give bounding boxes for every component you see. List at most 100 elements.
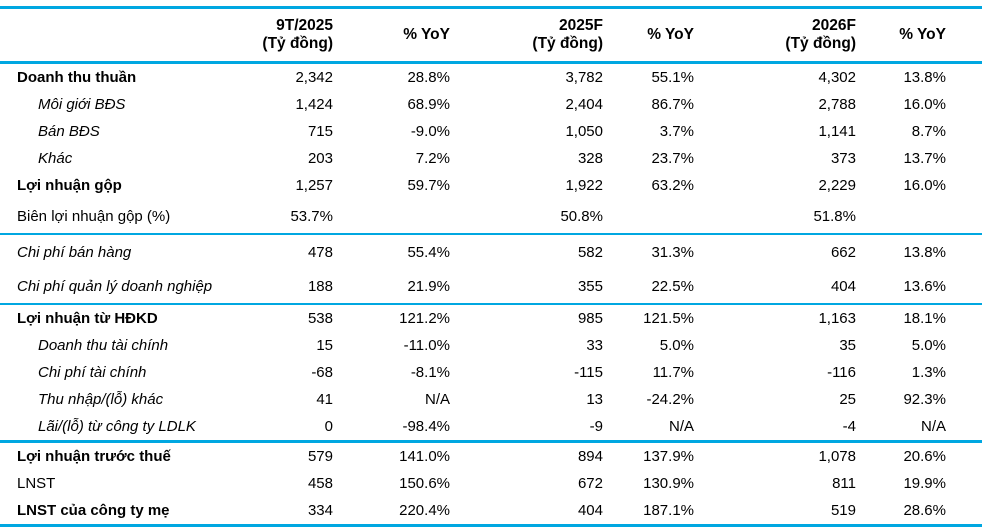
row-label: Chi phí quản lý doanh nghiệp [17,277,213,295]
cell-yoy-1: 121.2% [399,310,450,327]
row-label: Thu nhập/(lỗ) khác [38,391,164,408]
cell-9t2025-value: 188 [307,277,333,295]
cell-2026f-value: 51.8% [813,207,856,225]
table-row: LNST 458 150.6% 672 130.9% 811 19.9% [0,470,982,497]
cell-2026f-value: 1,163 [818,310,856,327]
cell-9t2025-value: 41 [316,391,333,408]
cell-9t2025-value: 203 [307,150,333,167]
cell-yoy-1: 21.9% [407,277,450,295]
cell-yoy-1: 150.6% [399,475,450,492]
col-header-blank [0,8,240,63]
cell-2026f-value: 519 [830,502,856,519]
cell-yoy-3: 1.3% [911,364,946,381]
cell-yoy-3: 13.8% [903,243,946,261]
cell-yoy-2: 86.7% [651,96,694,113]
cell-2025f-value: 1,922 [565,177,603,194]
cell-yoy-1: 55.4% [407,243,450,261]
table-row: Lợi nhuận từ HĐKD 538 121.2% 985 121.5% … [0,304,982,332]
cell-2026f-value: 35 [839,337,856,354]
table-row: Lợi nhuận trước thuế 579 141.0% 894 137.… [0,441,982,471]
cell-yoy-3: 13.7% [903,150,946,167]
financial-forecast-table: 9T/2025 (Tỷ đồng) % YoY 2025F (Tỷ đồng) … [0,6,982,527]
cell-9t2025-value: 538 [307,310,333,327]
cell-yoy-2: 187.1% [643,502,694,519]
cell-yoy-2: 23.7% [651,150,694,167]
cell-yoy-3 [856,199,982,234]
row-label: Lợi nhuận trước thuế [17,448,171,465]
cell-yoy-1: 220.4% [399,502,450,519]
cell-yoy-2: 3.7% [659,123,694,140]
cell-2025f-value: -9 [589,418,603,435]
cell-2025f-value: 50.8% [560,207,603,225]
row-label: Biên lợi nhuận gộp (%) [17,207,171,225]
table-body: Doanh thu thuần 2,342 28.8% 3,782 55.1% … [0,63,982,526]
row-label: Bán BĐS [38,123,100,140]
col-header-yoy-1: % YoY [403,25,450,43]
row-label: Chi phí bán hàng [17,243,132,261]
cell-yoy-1: 141.0% [399,448,450,465]
cell-yoy-2 [603,199,694,234]
cell-yoy-2: 121.5% [643,310,694,327]
cell-9t2025-value: 334 [307,502,333,519]
cell-yoy-2: -24.2% [646,391,694,408]
row-label: Doanh thu tài chính [38,337,169,354]
cell-yoy-3: 92.3% [903,391,946,408]
table-row: Lãi/(lỗ) từ công ty LDLK 0 -98.4% -9 N/A… [0,413,982,442]
cell-yoy-3: 8.7% [911,123,946,140]
cell-yoy-2: 31.3% [651,243,694,261]
cell-yoy-3: 5.0% [911,337,946,354]
cell-yoy-3: 28.6% [903,502,946,519]
cell-yoy-2: 22.5% [651,277,694,295]
cell-2026f-value: 811 [832,475,856,492]
cell-2026f-value: 2,788 [818,96,856,113]
table-row: Chi phí bán hàng 478 55.4% 582 31.3% 662… [0,234,982,269]
cell-9t2025-value: 53.7% [290,207,333,225]
row-label: Khác [38,150,73,167]
row-label: Lãi/(lỗ) từ công ty LDLK [38,418,196,435]
cell-2025f-value: 894 [577,448,603,465]
table-row: Bán BĐS 715 -9.0% 1,050 3.7% 1,141 8.7% [0,118,982,145]
cell-2026f-value: -4 [842,418,856,435]
col-header-yoy-3: % YoY [899,25,946,43]
table-row: Lợi nhuận gộp 1,257 59.7% 1,922 63.2% 2,… [0,172,982,199]
cell-2025f-value: 328 [577,150,603,167]
cell-9t2025-value: 715 [307,123,333,140]
cell-2025f-value: 3,782 [565,69,603,86]
cell-2025f-value: 33 [586,337,603,354]
cell-2025f-value: 355 [577,277,603,295]
cell-yoy-3: 13.6% [903,277,946,295]
table-row: Biên lợi nhuận gộp (%) 53.7% 50.8% 51.8% [0,199,982,234]
cell-yoy-3: 19.9% [903,475,946,492]
cell-yoy-2: 137.9% [643,448,694,465]
table-row: LNST của công ty mẹ 334 220.4% 404 187.1… [0,497,982,526]
cell-2025f-value: -115 [574,364,603,381]
cell-yoy-2: 5.0% [659,337,694,354]
cell-yoy-3: N/A [920,418,946,435]
cell-2025f-value: 13 [586,391,603,408]
table-row: Thu nhập/(lỗ) khác 41 N/A 13 -24.2% 25 9… [0,386,982,413]
period-unit: (Tỷ đồng) [532,35,603,52]
cell-yoy-3: 16.0% [903,96,946,113]
table-header: 9T/2025 (Tỷ đồng) % YoY 2025F (Tỷ đồng) … [0,8,982,63]
cell-yoy-2: 130.9% [643,475,694,492]
cell-2026f-value: 373 [830,150,856,167]
cell-9t2025-value: 478 [307,243,333,261]
cell-2025f-value: 672 [577,475,603,492]
period-title: 2025F [559,16,603,34]
cell-yoy-3: 16.0% [903,177,946,194]
cell-2026f-value: 25 [839,391,856,408]
table-row: Doanh thu tài chính 15 -11.0% 33 5.0% 35… [0,332,982,359]
cell-2026f-value: 4,302 [818,69,856,86]
header-row: 9T/2025 (Tỷ đồng) % YoY 2025F (Tỷ đồng) … [0,8,982,63]
cell-2025f-value: 2,404 [565,96,603,113]
cell-yoy-3: 20.6% [903,448,946,465]
table-row: Khác 203 7.2% 328 23.7% 373 13.7% [0,145,982,172]
cell-9t2025-value: 1,424 [295,96,333,113]
cell-yoy-1: -98.4% [402,418,450,435]
cell-yoy-1: 68.9% [407,96,450,113]
cell-yoy-2: 11.7% [652,364,694,381]
period-unit: (Tỷ đồng) [785,35,856,52]
cell-2026f-value: 404 [830,277,856,295]
cell-2026f-value: 662 [830,243,856,261]
